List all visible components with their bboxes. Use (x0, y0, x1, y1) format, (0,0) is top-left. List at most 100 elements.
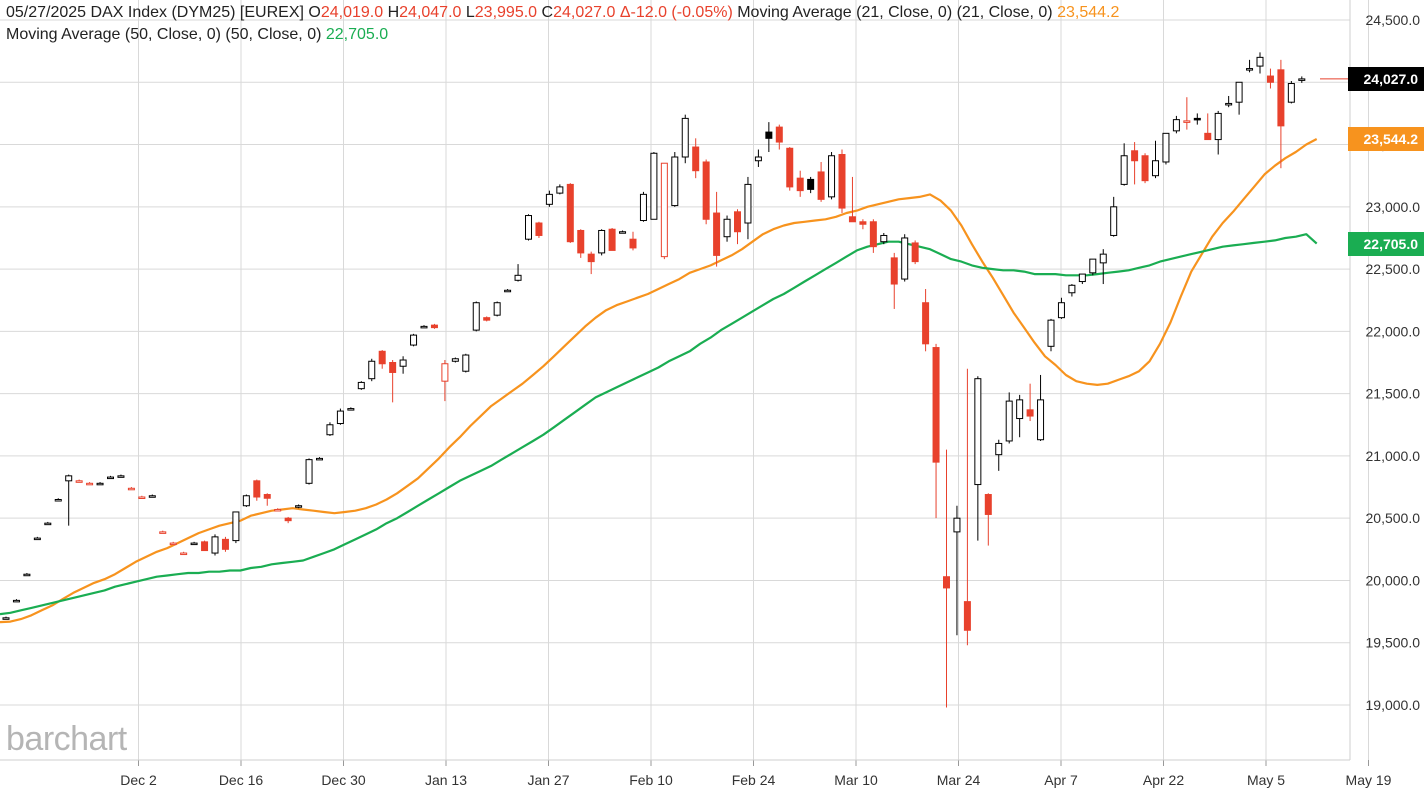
candle (472, 301, 480, 332)
candle-body (744, 183, 752, 224)
header-close: 24,027.0 (553, 4, 616, 21)
candle (1089, 258, 1097, 276)
candle-body (451, 358, 459, 362)
candle (201, 540, 209, 552)
candle (723, 215, 731, 242)
candle-body (1204, 132, 1212, 141)
y-tick-label: 20,000.0 (1366, 572, 1421, 588)
candle (556, 184, 564, 195)
candle (807, 176, 815, 194)
candle (1287, 81, 1295, 104)
candle (744, 176, 752, 240)
candle-body (1037, 399, 1045, 441)
candle-body (2, 617, 10, 620)
candle (901, 234, 909, 282)
candle-body (911, 242, 919, 263)
candle-body (33, 537, 41, 541)
candle (138, 495, 146, 500)
candle-body (535, 222, 543, 236)
header-ma2-label: Moving Average (50, Close, 0) (50, Close… (6, 26, 322, 43)
candle (295, 504, 303, 509)
header-ma1-label: Moving Average (21, Close, 0) (21, Close… (737, 4, 1053, 21)
y-tick-label: 19,500.0 (1366, 635, 1421, 651)
candle (943, 449, 950, 708)
candle (681, 114, 689, 164)
candle-body (107, 476, 114, 480)
candle-body (483, 317, 491, 321)
candle (817, 161, 825, 202)
candle (284, 516, 292, 524)
candle (493, 301, 501, 317)
candle-body (1141, 155, 1149, 182)
candle-body (650, 152, 658, 220)
candle-body (389, 362, 397, 373)
candle-body (587, 253, 595, 263)
x-tick-label: Dec 2 (120, 772, 157, 788)
x-tick-label: Feb 10 (629, 772, 673, 788)
candle-body (639, 193, 647, 222)
header-ma2-value: 22,705.0 (325, 26, 389, 43)
candle (54, 498, 62, 502)
candle-body (368, 360, 376, 380)
candle-body (775, 126, 783, 143)
chart-header-line-1: 05/27/2025 DAX Index (DYM25) [EUREX] O24… (6, 4, 1119, 22)
header-low-label: L (465, 4, 475, 21)
candle-body (65, 475, 73, 482)
candle (859, 219, 867, 230)
candle (1183, 97, 1191, 130)
candle-body (1131, 150, 1139, 162)
candle (305, 458, 313, 485)
candle (974, 376, 982, 541)
x-tick-label: Dec 30 (321, 772, 366, 788)
candle (159, 530, 167, 534)
candle-body (723, 218, 731, 238)
candle (984, 493, 992, 546)
candle-body (1266, 75, 1274, 83)
header-open-label: O (308, 4, 321, 21)
candle-body (211, 536, 219, 554)
candle (1225, 95, 1233, 108)
candle (117, 474, 125, 478)
candle-body (12, 599, 20, 603)
candle-body (598, 229, 606, 254)
candle-body (1057, 302, 1065, 319)
candle (692, 138, 700, 179)
candle-body (75, 480, 83, 483)
candle-body (817, 171, 825, 200)
candle (420, 325, 428, 329)
candle (1131, 142, 1139, 185)
x-tick-label: Jan 13 (425, 772, 467, 788)
candle-body (1287, 83, 1295, 103)
candle (462, 353, 470, 373)
candle-body (378, 350, 386, 365)
candle-body (138, 496, 146, 500)
candle-body (880, 234, 888, 243)
candle-body (1256, 56, 1264, 67)
candle (410, 333, 418, 347)
candle (107, 475, 114, 480)
candle-body (44, 522, 52, 526)
candle (441, 360, 449, 402)
candle-body (1214, 112, 1222, 141)
candle-body (284, 517, 292, 522)
candle-body (943, 576, 950, 589)
candle (75, 479, 83, 483)
y-tick-label: 21,000.0 (1366, 448, 1421, 464)
candle (619, 230, 627, 234)
y-tick-label: 23,000.0 (1366, 199, 1421, 215)
candle-body (671, 156, 679, 207)
candle-body (1068, 284, 1076, 294)
candle-body (201, 541, 209, 552)
candle (430, 323, 438, 329)
candle (848, 176, 856, 223)
candle-body (23, 573, 31, 577)
candle (660, 162, 668, 260)
candle (1246, 59, 1254, 73)
x-tick-label: Mar 10 (834, 772, 878, 788)
candle-body (1099, 253, 1107, 264)
candle-body (796, 177, 804, 192)
candle-body (504, 289, 512, 293)
y-tick-label: 22,000.0 (1366, 323, 1421, 339)
candle (796, 170, 804, 197)
